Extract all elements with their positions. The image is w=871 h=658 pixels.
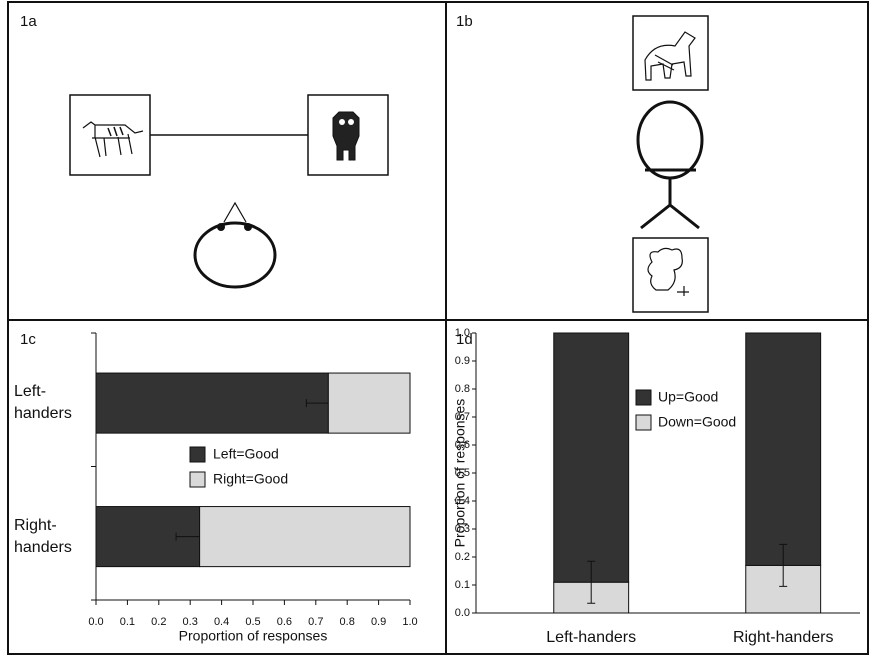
x-tick-label: 0.2	[151, 616, 166, 628]
y-tick-label: 1.0	[455, 327, 470, 339]
legend-swatch	[190, 472, 205, 487]
y-tick-label: 0.2	[455, 551, 470, 563]
x-tick-label: Right-handers	[733, 629, 834, 646]
legend-label: Down=Good	[658, 414, 736, 430]
x-axis-label: Proportion of responses	[179, 628, 328, 644]
panel-label: 1c	[20, 331, 36, 348]
bar	[200, 507, 410, 567]
x-tick-label: 0.1	[120, 616, 135, 628]
x-tick-label: 0.8	[340, 616, 355, 628]
panel-label: 1b	[456, 13, 473, 30]
figure: 1a 1b 1c 1d 0.00.10.20.30.40.50.60.70.80…	[0, 0, 871, 658]
x-tick-label: 0.5	[245, 616, 260, 628]
x-tick-label: 0.6	[277, 616, 292, 628]
legend-label: Right=Good	[213, 471, 288, 487]
bar	[746, 333, 821, 565]
x-tick-label: Left-handers	[546, 629, 636, 646]
y-axis-label: Proportion of responses	[452, 399, 468, 548]
legend-swatch	[636, 415, 651, 430]
y-tick-label: Left-handers	[14, 381, 86, 425]
legend-label: Up=Good	[658, 389, 718, 405]
bar	[554, 333, 629, 582]
y-tick-label: 0.9	[455, 355, 470, 367]
bar	[328, 373, 410, 433]
bar	[96, 373, 328, 433]
legend-label: Left=Good	[213, 446, 279, 462]
x-tick-label: 0.0	[88, 616, 103, 628]
legend-swatch	[636, 390, 651, 405]
x-tick-label: 0.3	[183, 616, 198, 628]
x-tick-label: 0.7	[308, 616, 323, 628]
x-tick-label: 0.4	[214, 616, 229, 628]
x-tick-label: 1.0	[402, 616, 417, 628]
figure-svg: 1a 1b 1c 1d 0.00.10.20.30.40.50.60.70.80…	[0, 0, 871, 658]
panel-label: 1a	[20, 13, 37, 30]
y-tick-label: 0.8	[455, 383, 470, 395]
legend-swatch	[190, 447, 205, 462]
y-tick-label: 0.1	[455, 579, 470, 591]
y-tick-label: Right-handers	[14, 515, 86, 559]
diagram-1b	[633, 16, 708, 312]
x-tick-label: 0.9	[371, 616, 386, 628]
y-tick-label: 0.0	[455, 607, 470, 619]
diagram-1a	[70, 95, 388, 287]
